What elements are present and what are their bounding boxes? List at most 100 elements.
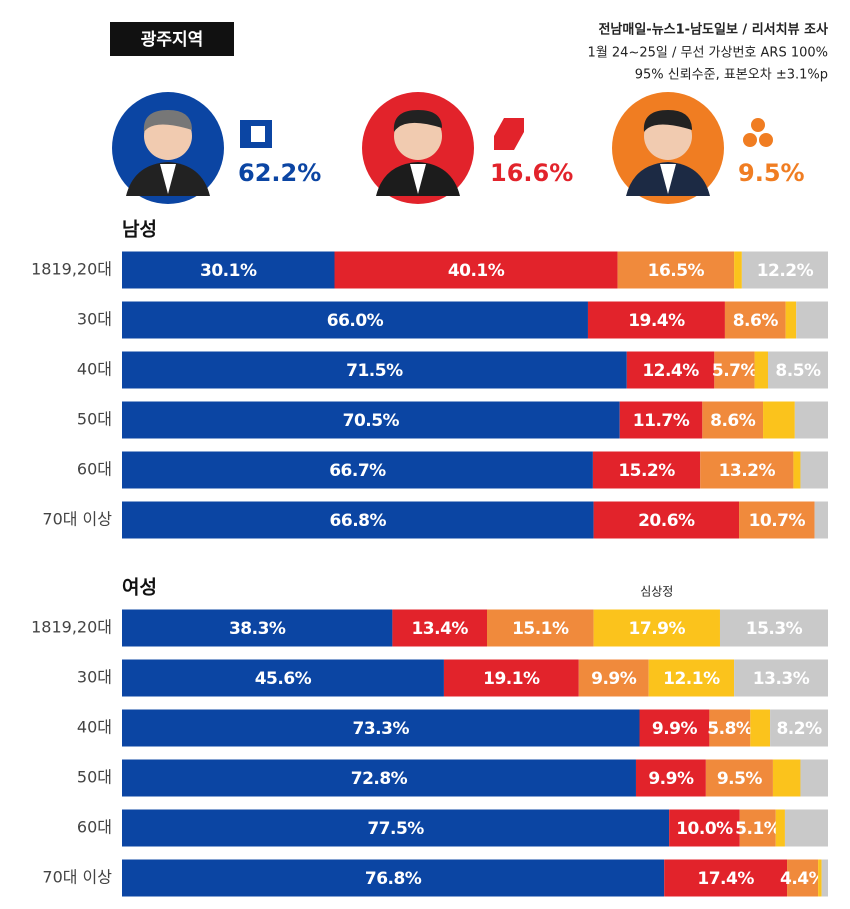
value-label: 70.5% (343, 411, 400, 431)
candidate-share: 62.2% (238, 159, 321, 187)
bar-segment (796, 301, 828, 339)
candidate-2 (362, 92, 524, 204)
source-line: 95% 신뢰수준, 표본오차 ±3.1%p (635, 68, 828, 83)
bar-segment (739, 809, 776, 847)
bar-segment (821, 859, 828, 897)
value-label: 5.1% (735, 819, 781, 839)
bar-segment (814, 501, 828, 539)
value-label: 8.6% (733, 311, 779, 331)
bar-segment (648, 659, 735, 697)
bar-segment (800, 451, 828, 489)
candidate-1 (112, 92, 272, 204)
category-label: 1819,20대 (31, 260, 112, 279)
bar-segment (787, 859, 819, 897)
panel-title: 남성 (122, 219, 157, 241)
bar-segment (443, 659, 579, 697)
bar-segment (793, 451, 801, 489)
bar-segment (122, 759, 636, 797)
bar-segment (578, 659, 649, 697)
value-label: 13.2% (719, 461, 776, 481)
value-label: 66.8% (330, 511, 387, 531)
value-label: 11.7% (633, 411, 690, 431)
bar-segment (639, 709, 710, 747)
value-label: 13.3% (753, 669, 810, 689)
bar-segment (122, 251, 335, 289)
source-line: 1월 24~25일 / 무선 가상번호 ARS 100% (588, 46, 828, 61)
bar-segment (122, 351, 627, 389)
bar-segment (122, 809, 670, 847)
value-label: 12.4% (642, 361, 699, 381)
value-label: 15.1% (512, 619, 569, 639)
bar-segment (635, 759, 706, 797)
category-label: 60대 (77, 460, 112, 479)
candidate-share: 9.5% (738, 159, 805, 187)
bar-segment (593, 501, 740, 539)
panel-title: 여성 (122, 577, 157, 599)
value-label: 73.3% (353, 719, 410, 739)
candidate-share: 16.6% (490, 159, 573, 187)
bar-segment (626, 351, 715, 389)
category-label: 30대 (77, 310, 112, 329)
category-label: 40대 (77, 360, 112, 379)
value-label: 76.8% (365, 869, 422, 889)
annotation: 심상정 (640, 585, 673, 599)
bar-segment (619, 401, 703, 439)
bar-segment (709, 709, 751, 747)
bar-segment (122, 451, 593, 489)
bar-segment (754, 351, 768, 389)
bar-segment (785, 301, 797, 339)
bar-segment (818, 859, 822, 897)
value-label: 9.9% (591, 669, 637, 689)
value-label: 10.0% (676, 819, 733, 839)
category-label: 50대 (77, 410, 112, 429)
candidate-3 (612, 92, 773, 204)
value-label: 9.9% (652, 719, 698, 739)
bar-segment (122, 659, 444, 697)
bar-segment (800, 759, 828, 797)
charts: 남성 1819,20대 30.1% 40.1% 16.5% 12.2% 30대 66.0% 19… (31, 219, 828, 897)
bar-segment (592, 451, 701, 489)
value-label: 13.4% (411, 619, 468, 639)
value-label: 72.8% (351, 769, 408, 789)
value-label: 38.3% (229, 619, 286, 639)
category-label: 70대 이상 (42, 510, 112, 529)
bar-segment (669, 809, 740, 847)
bar-segment (714, 351, 755, 389)
bar-segment (122, 609, 393, 647)
bar-segment (122, 859, 665, 897)
bar-segment (794, 401, 828, 439)
bar-segment (719, 609, 828, 647)
value-label: 77.5% (367, 819, 424, 839)
bar-segment (741, 251, 828, 289)
bar-segment (767, 351, 828, 389)
value-label: 5.8% (707, 719, 753, 739)
bar-segment (770, 709, 828, 747)
value-label: 17.4% (697, 869, 754, 889)
value-label: 17.9% (629, 619, 686, 639)
value-label: 5.7% (712, 361, 758, 381)
bar-segment (734, 251, 742, 289)
source-line: 전남매일-뉴스1-남도일보 / 리서치뷰 조사 (598, 22, 828, 38)
bar-segment (772, 759, 801, 797)
value-label: 19.1% (483, 669, 540, 689)
bar-segment (739, 501, 815, 539)
badge-bg (110, 22, 234, 56)
value-label: 40.1% (448, 261, 505, 281)
category-label: 60대 (77, 818, 112, 837)
value-label: 19.4% (628, 311, 685, 331)
bar-segment (392, 609, 488, 647)
value-label: 9.9% (648, 769, 694, 789)
category-label: 30대 (77, 668, 112, 687)
value-label: 15.3% (746, 619, 803, 639)
bar-segment (487, 609, 594, 647)
bar-segment (702, 401, 764, 439)
bar-segment (750, 709, 771, 747)
bar-segment (724, 301, 786, 339)
value-label: 45.6% (255, 669, 312, 689)
bar-segment (122, 709, 640, 747)
value-label: 9.5% (717, 769, 763, 789)
badge: 광주지역 (141, 30, 204, 50)
value-label: 8.5% (775, 361, 821, 381)
value-label: 16.5% (648, 261, 705, 281)
